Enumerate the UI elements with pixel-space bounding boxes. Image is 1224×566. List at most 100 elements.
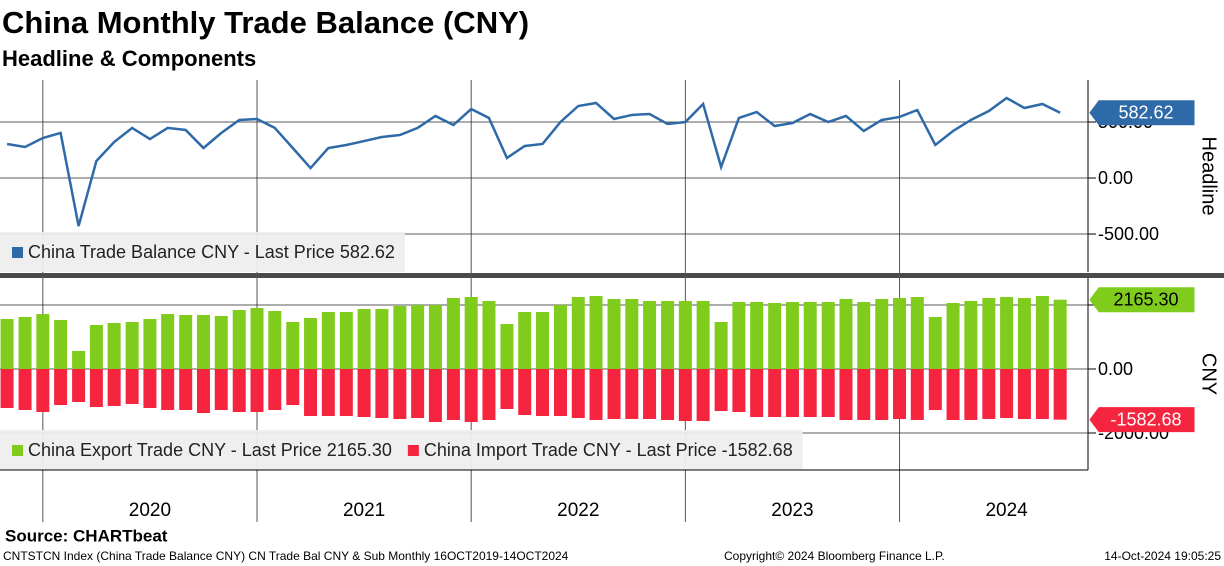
bar bbox=[910, 369, 924, 421]
bar bbox=[518, 369, 532, 416]
bar bbox=[678, 369, 692, 422]
last-price-label: 582.62 bbox=[1118, 103, 1173, 123]
bar bbox=[214, 369, 228, 410]
bar bbox=[125, 322, 139, 370]
last-price-box bbox=[1089, 407, 1195, 433]
x-tick-label: 2024 bbox=[985, 500, 1028, 521]
bar bbox=[500, 324, 514, 370]
bar bbox=[232, 369, 246, 413]
footer-description: CNTSTCN Index (China Trade Balance CNY) … bbox=[3, 549, 569, 563]
bar bbox=[179, 369, 193, 410]
bar bbox=[571, 369, 585, 418]
x-tick-label: 2022 bbox=[557, 500, 599, 521]
bar bbox=[875, 369, 889, 421]
x-tick-label: 2023 bbox=[771, 500, 813, 521]
bar bbox=[1000, 297, 1014, 370]
bar bbox=[89, 325, 103, 370]
bar bbox=[1053, 299, 1067, 370]
bar bbox=[732, 369, 746, 413]
axis-title: Headline bbox=[1198, 137, 1220, 216]
bar bbox=[196, 369, 210, 414]
source: Source: CHARTbeat bbox=[5, 526, 168, 545]
legend-swatch bbox=[12, 247, 23, 258]
bar bbox=[750, 302, 764, 370]
bar bbox=[321, 369, 335, 417]
panel-divider bbox=[0, 273, 1224, 278]
bar bbox=[411, 369, 425, 418]
last-price-label: 2165.30 bbox=[1113, 289, 1178, 309]
bar bbox=[982, 369, 996, 420]
bar bbox=[803, 302, 817, 370]
bar bbox=[785, 302, 799, 370]
bar bbox=[72, 350, 86, 370]
bar bbox=[125, 369, 139, 405]
bar bbox=[143, 369, 157, 409]
bar bbox=[857, 369, 871, 421]
bar bbox=[928, 317, 942, 370]
last-price-label: -1582.68 bbox=[1110, 409, 1181, 429]
bar bbox=[18, 317, 32, 370]
bar bbox=[768, 302, 782, 370]
bar bbox=[464, 297, 478, 370]
bar bbox=[268, 310, 282, 370]
bar bbox=[946, 369, 960, 421]
bar bbox=[393, 369, 407, 420]
bar bbox=[107, 369, 121, 406]
bar bbox=[714, 369, 728, 412]
y-tick-label: 0.00 bbox=[1098, 168, 1133, 188]
legend-box bbox=[0, 232, 405, 272]
bar bbox=[964, 369, 978, 421]
bar bbox=[589, 296, 603, 370]
bar bbox=[482, 301, 496, 370]
bar bbox=[89, 369, 103, 408]
bar bbox=[286, 369, 300, 406]
y-tick-label: -500.00 bbox=[1098, 224, 1159, 244]
bar bbox=[357, 369, 371, 418]
bar bbox=[54, 320, 68, 370]
bar bbox=[36, 314, 50, 370]
bar bbox=[661, 369, 675, 421]
bar bbox=[500, 369, 514, 410]
bar bbox=[304, 318, 318, 370]
x-tick-label: 2020 bbox=[129, 500, 171, 521]
bar bbox=[661, 301, 675, 370]
bar bbox=[339, 369, 353, 417]
bar bbox=[732, 302, 746, 370]
bar bbox=[910, 297, 924, 370]
bar bbox=[161, 369, 175, 410]
bar bbox=[946, 302, 960, 370]
last-price-box bbox=[1089, 100, 1195, 126]
bar bbox=[0, 369, 14, 409]
copyright: Copyright© 2024 Bloomberg Finance L.P. bbox=[724, 549, 945, 563]
bar bbox=[107, 322, 121, 370]
legend: China Trade Balance CNY - Last Price 582… bbox=[0, 232, 405, 272]
legend-swatch bbox=[12, 445, 23, 456]
y-tick-label: 0.00 bbox=[1098, 359, 1133, 379]
bar bbox=[0, 318, 14, 370]
bar bbox=[839, 298, 853, 370]
bar bbox=[553, 305, 567, 370]
bar bbox=[625, 298, 639, 370]
bar bbox=[232, 310, 246, 370]
bar bbox=[893, 369, 907, 420]
bar bbox=[428, 305, 442, 370]
bar bbox=[643, 301, 657, 370]
bar bbox=[446, 369, 460, 421]
legend-label: China Export Trade CNY - Last Price 2165… bbox=[28, 440, 392, 460]
last-price-box bbox=[1089, 287, 1195, 313]
legend-swatch bbox=[407, 445, 419, 456]
bar bbox=[785, 369, 799, 418]
bar bbox=[768, 369, 782, 418]
bar bbox=[1035, 296, 1049, 370]
bar bbox=[750, 369, 764, 418]
bar bbox=[411, 305, 425, 370]
bar bbox=[250, 369, 264, 413]
bar bbox=[553, 369, 567, 417]
line bbox=[6, 96, 1061, 227]
bar bbox=[446, 298, 460, 370]
bar bbox=[518, 312, 532, 370]
bar bbox=[143, 318, 157, 370]
bar bbox=[696, 369, 710, 422]
bar bbox=[304, 369, 318, 417]
bar bbox=[875, 298, 889, 370]
